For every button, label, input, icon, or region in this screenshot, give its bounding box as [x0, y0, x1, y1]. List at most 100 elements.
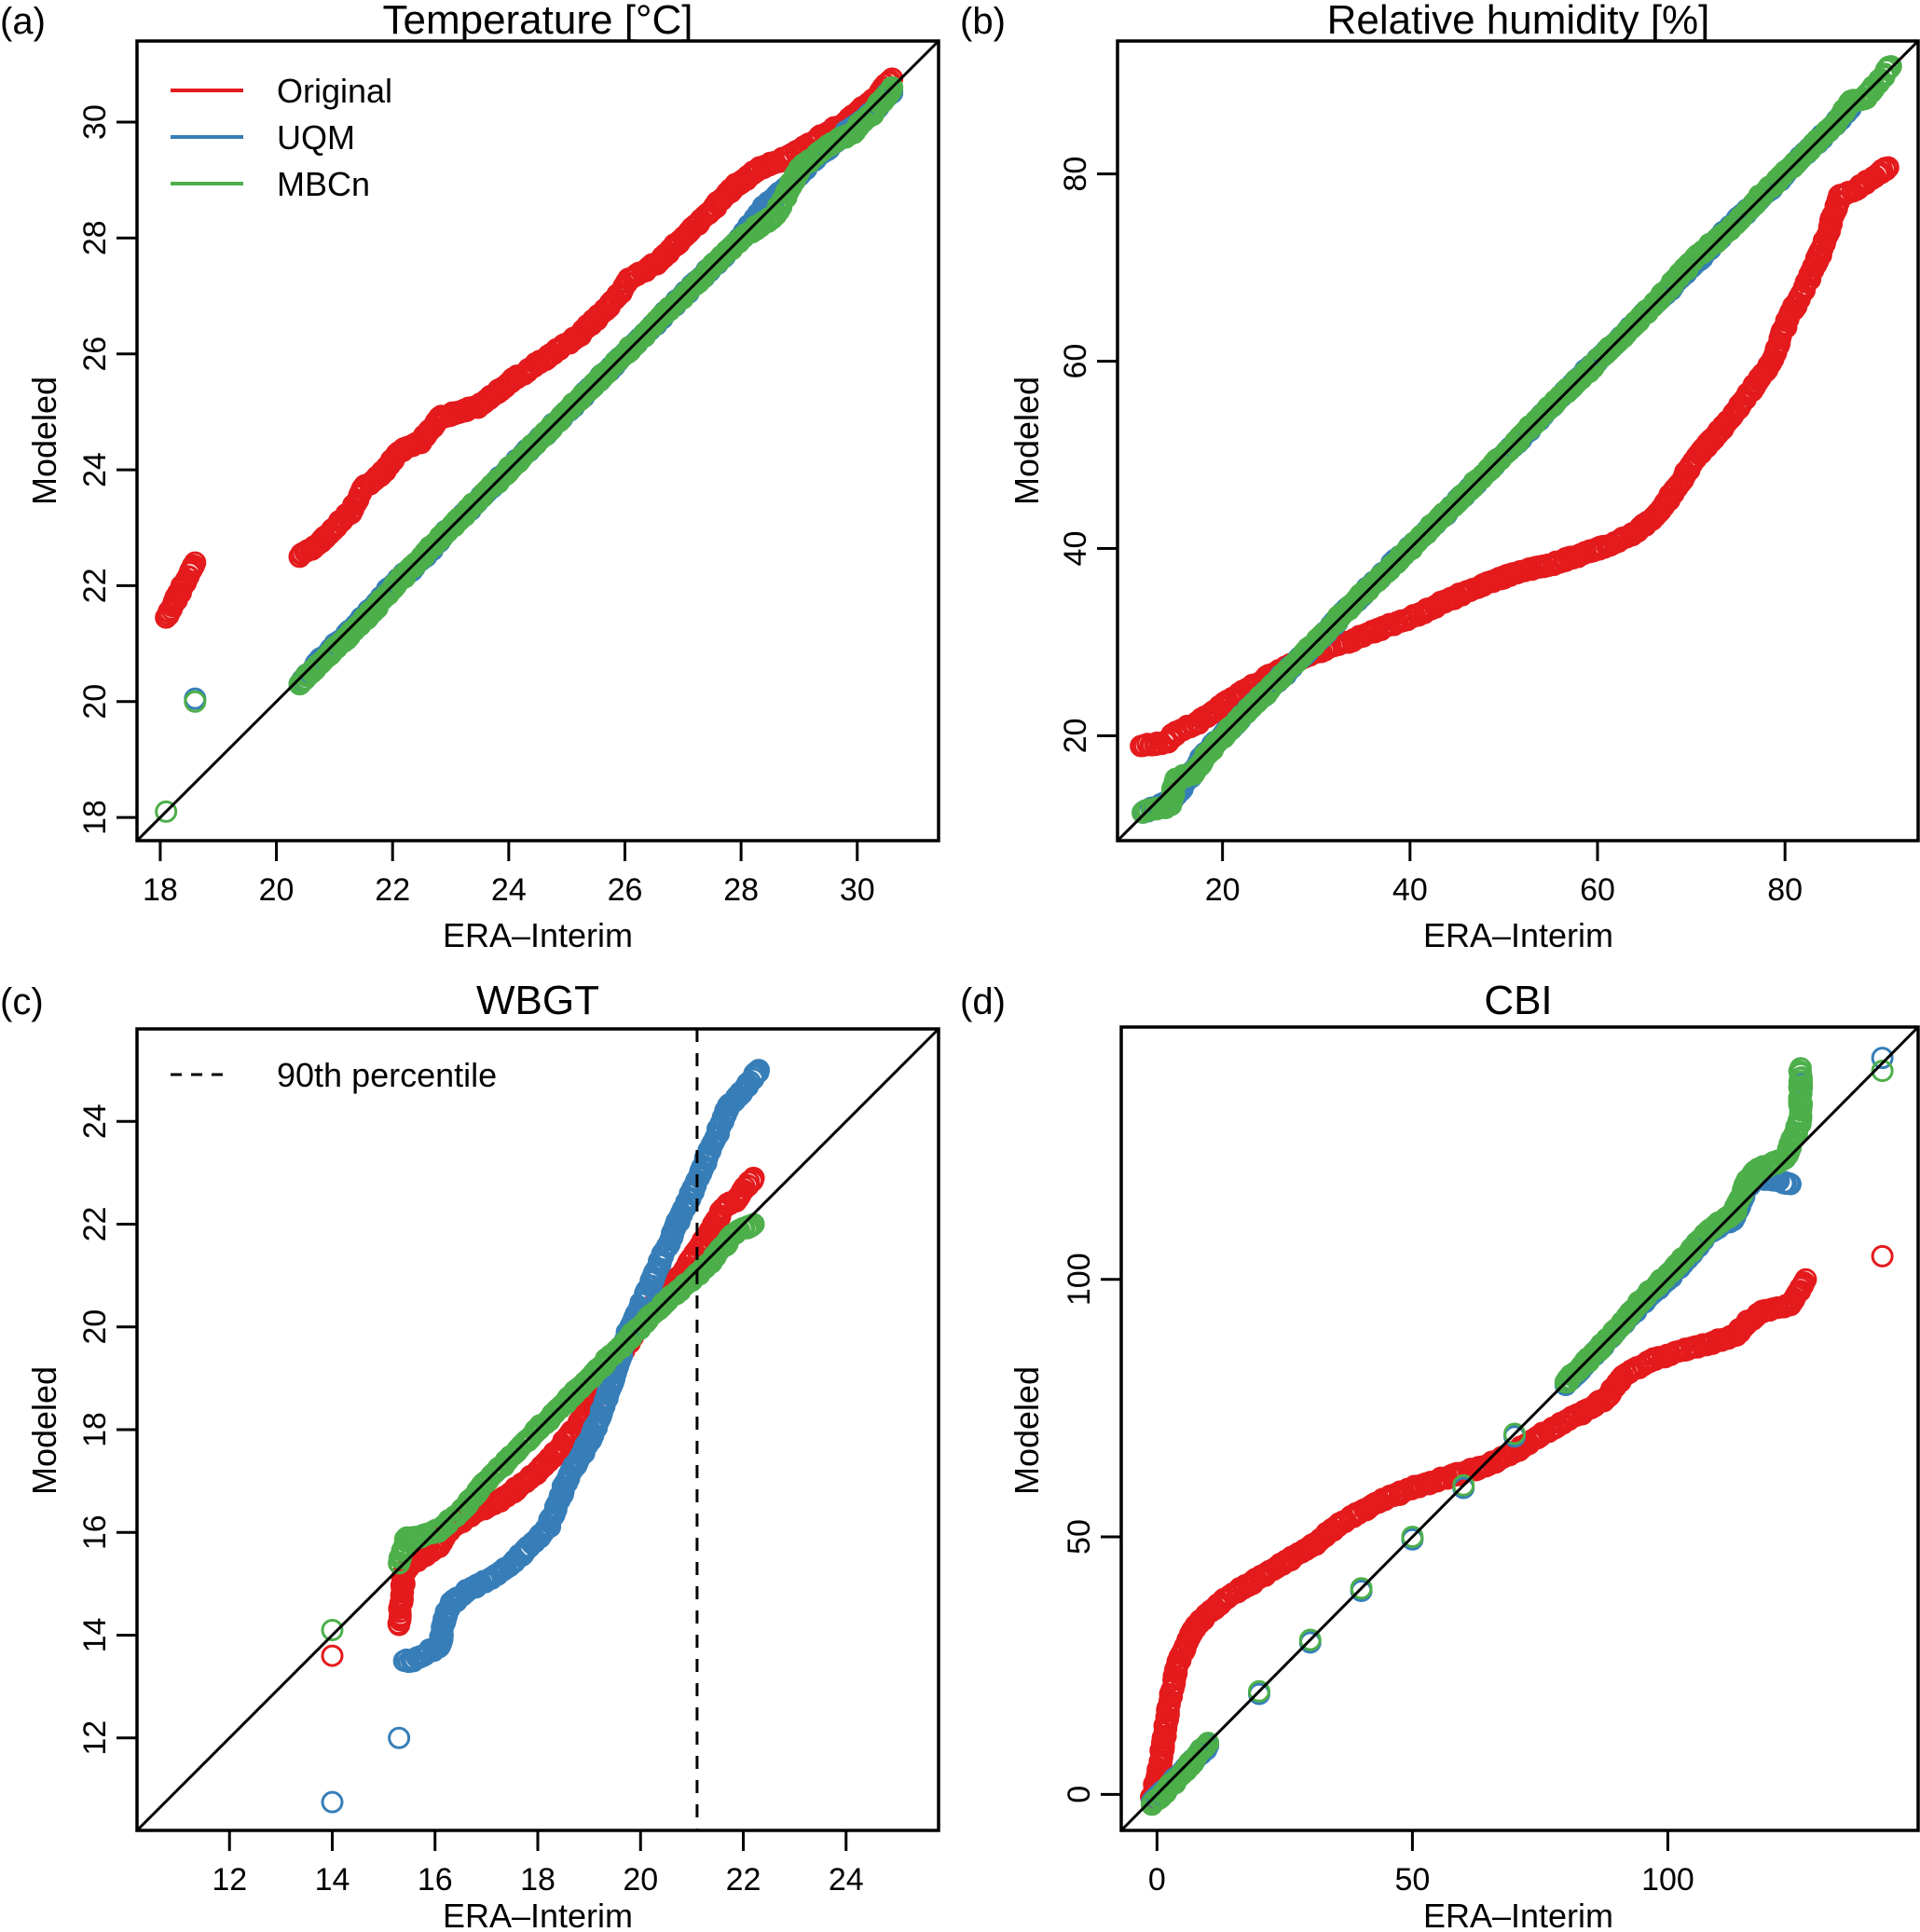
data-point	[388, 1726, 411, 1749]
y-tick-label: 20	[1058, 719, 1093, 754]
plot-frame	[1119, 1025, 1920, 1832]
y-tick-label: 20	[77, 1309, 113, 1345]
data-point	[742, 1166, 765, 1189]
y-tick-label: 60	[1058, 344, 1093, 379]
data-point	[1789, 1057, 1812, 1080]
data-point	[747, 1059, 771, 1082]
panel-title: Temperature [°C]	[382, 0, 693, 43]
data-point	[1778, 1172, 1802, 1196]
x-axis-label: ERA–Interim	[443, 916, 633, 954]
series-points	[1140, 1047, 1894, 1816]
y-tick-label: 18	[77, 1412, 113, 1447]
y-tick-label: 22	[77, 569, 113, 604]
x-tick-label: 14	[315, 1862, 350, 1898]
panel-label: (a)	[0, 1, 46, 42]
panel-temperature: (a) Temperature [°C] 18 20 22 24 26 28 3018202…	[0, 0, 940, 954]
reference-line-1-to-1	[1119, 1025, 1920, 1832]
x-tick-label: 28	[723, 872, 759, 908]
y-tick-label: 30	[77, 104, 113, 140]
y-tick-label: 24	[77, 452, 113, 487]
data-point	[881, 75, 904, 99]
y-tick-label: 12	[77, 1720, 113, 1756]
y-tick-label: 26	[77, 336, 113, 372]
x-axis-label: ERA–Interim	[1423, 916, 1613, 954]
x-tick-label: 18	[520, 1862, 555, 1898]
series-original	[1140, 1244, 1894, 1811]
x-axis-label: ERA–Interim	[443, 1897, 633, 1932]
x-tick-label: 40	[1392, 872, 1428, 908]
x-tick-label: 12	[212, 1862, 247, 1898]
data-point	[1794, 1267, 1817, 1291]
x-tick-label: 60	[1580, 872, 1615, 908]
x-tick-label: 16	[418, 1862, 453, 1898]
data-point	[1503, 1422, 1527, 1446]
x-tick-label: 22	[726, 1862, 761, 1898]
reference-line-1-to-1	[135, 1027, 940, 1832]
y-tick-label: 28	[77, 220, 113, 255]
data-point	[155, 800, 178, 823]
data-point	[1192, 1737, 1215, 1761]
data-point	[1871, 1047, 1894, 1070]
data-point	[1401, 1526, 1424, 1549]
series-original	[155, 67, 904, 629]
y-axis-label: Modeled	[1008, 1366, 1046, 1495]
y-tick-label: 40	[1058, 531, 1093, 567]
panel-title: Relative humidity [%]	[1327, 0, 1710, 43]
data-point	[1247, 1679, 1270, 1703]
data-point	[1876, 156, 1899, 179]
plot-frame	[1116, 39, 1920, 843]
y-tick-label: 80	[1058, 157, 1093, 192]
y-axis-label: Modeled	[25, 1366, 63, 1495]
panel-title: WBGT	[476, 978, 599, 1023]
panel-label: (d)	[960, 981, 1006, 1022]
data-point	[321, 1790, 344, 1814]
series-mbcn	[155, 75, 904, 823]
data-point	[1871, 1244, 1894, 1267]
data-point	[321, 1644, 344, 1667]
x-tick-label: 30	[840, 872, 875, 908]
plot-area: 20 40 60 80 20 40 60 80	[1058, 39, 1920, 908]
data-point	[1879, 55, 1902, 78]
panel-title: CBI	[1484, 978, 1552, 1023]
y-tick-label: 18	[77, 800, 113, 835]
data-point	[1194, 1734, 1217, 1758]
x-tick-label: 80	[1767, 872, 1803, 908]
plot-frame	[135, 39, 940, 843]
y-axis-label: Modeled	[25, 377, 63, 505]
panel-relative-humidity: (b) Relative humidity [%] 20 40 60 80 20 40 60…	[960, 0, 1920, 954]
y-tick-label: 0	[1062, 1786, 1097, 1803]
data-point	[184, 690, 207, 713]
legend-label-original: Original	[277, 72, 392, 110]
series-mbcn	[321, 1213, 765, 1641]
reference-line-1-to-1	[135, 39, 940, 843]
panel-label: (b)	[960, 1, 1006, 42]
legend-label-mbcn: MBCn	[277, 165, 370, 203]
x-tick-label: 0	[1148, 1862, 1166, 1898]
y-tick-label: 22	[77, 1207, 113, 1242]
panel-label: (c)	[0, 981, 44, 1022]
x-tick-label: 20	[623, 1862, 658, 1898]
x-tick-label: 20	[1205, 872, 1241, 908]
series-mbcn	[1131, 55, 1902, 824]
x-tick-label: 22	[375, 872, 410, 908]
y-tick-label: 24	[77, 1103, 113, 1139]
data-point	[1350, 1577, 1373, 1600]
data-point	[1197, 1732, 1220, 1755]
data-point	[1871, 1059, 1894, 1082]
y-axis-label: Modeled	[1008, 377, 1046, 505]
reference-line-1-to-1	[1116, 39, 1920, 843]
x-tick-label: 50	[1394, 1862, 1430, 1898]
data-point	[184, 551, 207, 574]
legend: 90th percentile	[171, 1056, 497, 1094]
data-point	[1452, 1473, 1475, 1497]
y-tick-label: 100	[1062, 1253, 1097, 1306]
x-tick-label: 24	[491, 872, 527, 908]
data-point	[878, 80, 901, 103]
legend-label-percentile: 90th percentile	[277, 1056, 497, 1094]
y-tick-label: 50	[1062, 1519, 1097, 1555]
x-axis-label: ERA–Interim	[1423, 1897, 1613, 1932]
